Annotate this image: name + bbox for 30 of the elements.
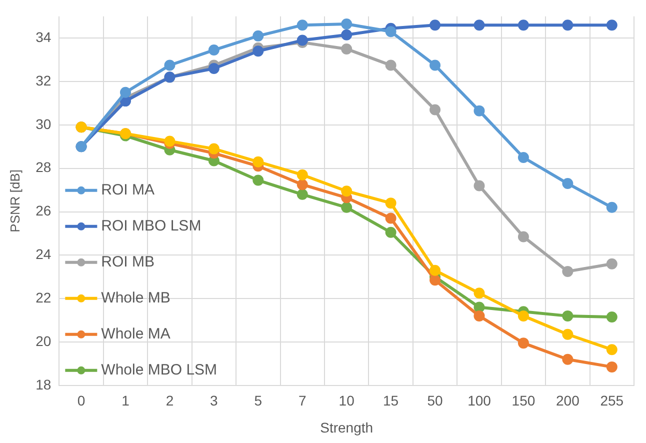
x-tick-label: 0	[77, 392, 86, 409]
y-tick-label: 26	[36, 202, 52, 219]
legend-label: ROI MBO LSM	[101, 218, 202, 235]
y-tick-label: 30	[36, 116, 52, 132]
y-tick-label: 28	[36, 159, 52, 176]
legend-label: Whole MA	[101, 326, 170, 343]
x-tick-label: 1	[122, 392, 130, 409]
x-tick-label: 15	[383, 392, 399, 409]
x-tick-label: 10	[338, 392, 355, 409]
y-tick-label: 34	[36, 28, 52, 45]
y-axis-title: PSNR [dB]	[7, 169, 22, 232]
y-tick-label: 24	[36, 246, 52, 262]
y-tick-label: 20	[36, 332, 52, 349]
y-tick-label: 18	[36, 376, 52, 392]
x-tick-label: 2	[166, 392, 174, 409]
y-tick-label: 32	[36, 72, 52, 88]
legend-label: ROI MA	[101, 182, 155, 199]
legend-label: ROI MB	[101, 254, 155, 271]
x-tick-label: 255	[600, 392, 624, 409]
x-tick-label: 150	[512, 392, 536, 409]
legend-label: Whole MBO LSM	[101, 362, 218, 379]
x-tick-label: 5	[254, 392, 262, 409]
y-tick-label: 22	[36, 289, 52, 306]
legend-label: Whole MB	[101, 290, 170, 307]
x-tick-label: 7	[298, 392, 306, 409]
x-tick-label: 200	[556, 392, 580, 409]
x-tick-label: 50	[427, 392, 444, 409]
x-axis-title: Strength	[320, 419, 374, 436]
x-tick-label: 100	[468, 392, 492, 409]
x-tick-label: 3	[210, 392, 218, 409]
